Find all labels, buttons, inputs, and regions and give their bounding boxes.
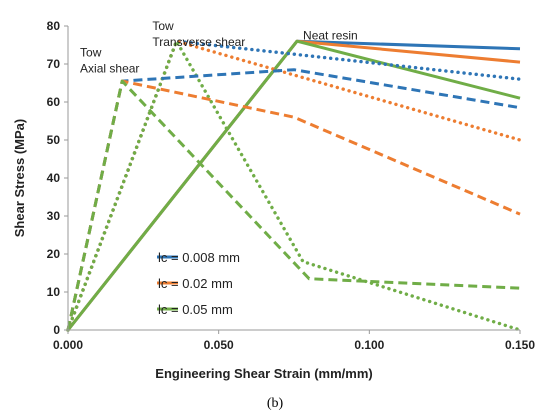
series-line-neat-resin-solid-2 bbox=[66, 39, 521, 331]
y-tick-label: 50 bbox=[47, 133, 61, 147]
y-tick-label: 70 bbox=[47, 57, 61, 71]
annotation-line: Axial shear bbox=[80, 61, 139, 75]
plot-lines bbox=[66, 39, 522, 332]
annotation-tow-transverse-shear: Tow Transverse shear bbox=[152, 19, 245, 49]
legend-label: lc = 0.05 mm bbox=[158, 302, 233, 317]
x-axis-title: Engineering Shear Strain (mm/mm) bbox=[155, 366, 372, 381]
y-tick-label: 60 bbox=[47, 95, 61, 109]
x-tick-label: 0.150 bbox=[505, 338, 535, 352]
annotations: Tow Axial shear Tow Transverse shear Neat re… bbox=[80, 19, 358, 76]
annotation-line: Neat resin bbox=[303, 28, 358, 42]
series-line-tow-transverse-shear-dotted-5 bbox=[66, 39, 522, 332]
annotation-line: Transverse shear bbox=[152, 35, 245, 49]
annotation-line: Tow bbox=[80, 45, 102, 59]
figure-caption: (b) bbox=[267, 396, 284, 411]
annotation-neat-resin: Neat resin bbox=[303, 28, 358, 42]
tick-labels: 0 10 20 30 40 50 60 70 80 0.000 0.050 0.100 0.150 bbox=[47, 19, 536, 352]
y-tick-label: 30 bbox=[47, 209, 61, 223]
y-axis-title: Shear Stress (MPa) bbox=[12, 119, 27, 238]
y-tick-label: 0 bbox=[53, 323, 60, 337]
y-tick-label: 10 bbox=[47, 285, 61, 299]
annotation-tow-axial-shear: Tow Axial shear bbox=[80, 45, 139, 75]
axes bbox=[64, 25, 521, 334]
series-line-tow-axial-shear-dashed-7 bbox=[66, 79, 521, 331]
legend: lc = 0.008 mm lc = 0.02 mm lc = 0.05 mm bbox=[157, 250, 240, 317]
legend-label: lc = 0.02 mm bbox=[158, 276, 233, 291]
y-tick-label: 20 bbox=[47, 247, 61, 261]
y-tick-label: 40 bbox=[47, 171, 61, 185]
x-tick-label: 0.100 bbox=[354, 338, 384, 352]
x-tick-label: 0.000 bbox=[53, 338, 83, 352]
legend-label: lc = 0.008 mm bbox=[158, 250, 240, 265]
series-line-tow-axial-shear-dashed-6 bbox=[66, 68, 521, 331]
y-tick-label: 80 bbox=[47, 19, 61, 33]
annotation-line: Tow bbox=[152, 19, 174, 33]
series-line-tow-axial-shear-dashed-8 bbox=[66, 79, 521, 331]
x-tick-label: 0.050 bbox=[204, 338, 234, 352]
